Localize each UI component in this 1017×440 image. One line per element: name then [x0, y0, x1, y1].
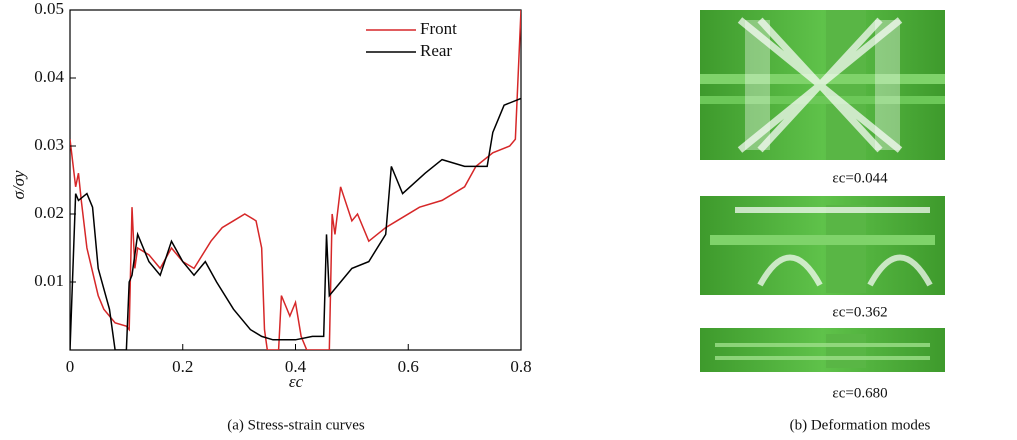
series-line: [70, 10, 521, 350]
plot-frame: [70, 10, 521, 350]
caption-a: (a) Stress-strain curves: [227, 417, 365, 433]
render-2: [700, 196, 945, 295]
y-tick-label: 0.02: [34, 203, 64, 222]
mode-label: εc=0.362: [832, 304, 887, 320]
y-tick-label: 0.05: [34, 0, 64, 18]
mode-label: εc=0.680: [832, 385, 887, 401]
legend-label: Front: [420, 19, 457, 38]
plot-area: [70, 10, 521, 350]
x-tick-label: 0.6: [398, 357, 419, 376]
x-tick-label: 0.4: [285, 357, 307, 376]
figure: εc σ/σy (a) Stress-strain curves εc=0.04…: [0, 0, 1017, 440]
mode-label: εc=0.044: [832, 170, 888, 186]
legend-label: Rear: [420, 41, 452, 60]
y-tick-label: 0.03: [34, 135, 64, 154]
series-line: [70, 98, 521, 350]
y-tick-label: 0.01: [34, 271, 64, 290]
caption-b: (b) Deformation modes: [790, 417, 931, 433]
y-axis-label: σ/σy: [9, 170, 28, 199]
x-tick-label: 0.8: [510, 357, 531, 376]
render-1: [700, 10, 945, 160]
y-tick-label: 0.04: [34, 67, 64, 86]
x-tick-label: 0: [66, 357, 75, 376]
series-layer: [70, 10, 521, 350]
x-tick-label: 0.2: [172, 357, 193, 376]
render-3: [700, 328, 945, 372]
